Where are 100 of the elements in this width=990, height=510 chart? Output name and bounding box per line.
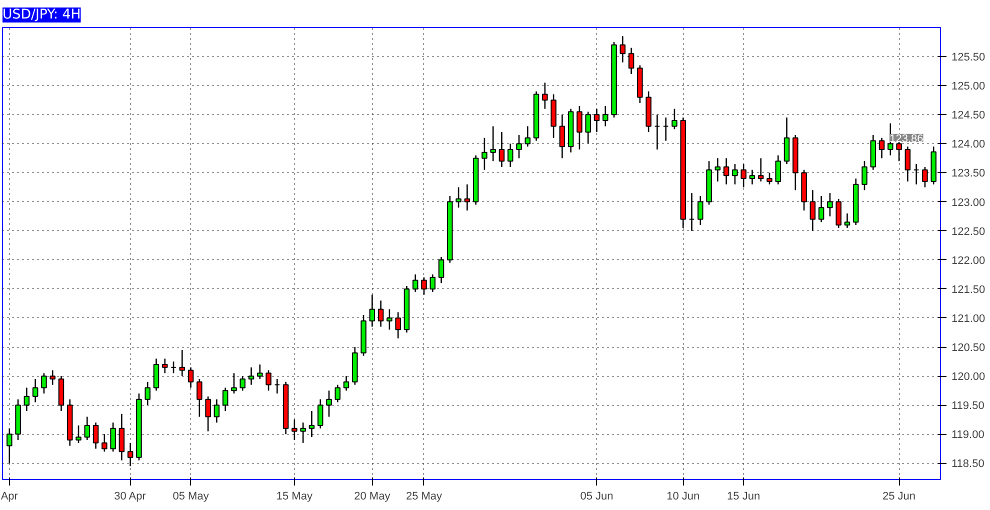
x-tick-label: 15 May <box>276 490 313 502</box>
candlestick <box>153 358 160 392</box>
candlestick <box>698 195 704 226</box>
candlestick <box>662 116 669 142</box>
candlestick <box>240 375 246 392</box>
candlestick <box>378 300 384 328</box>
y-tick-label: 120.00 <box>952 371 986 384</box>
candlestick <box>326 390 332 418</box>
candlestick <box>740 163 746 188</box>
candlestick <box>118 413 125 461</box>
candlestick <box>395 312 401 339</box>
y-tick-label: 121.50 <box>952 284 986 296</box>
candlestick <box>231 372 237 394</box>
candlestick <box>594 108 600 133</box>
x-tick-label: Apr <box>0 490 18 502</box>
candlestick <box>50 370 56 386</box>
candlestick <box>749 169 756 186</box>
candlestick <box>308 410 315 438</box>
candlestick <box>430 274 436 292</box>
candlestick <box>110 422 116 452</box>
candlestick <box>784 116 790 165</box>
candlestick <box>498 131 505 168</box>
candlestick <box>827 192 833 217</box>
candlestick <box>41 372 47 394</box>
candlestick <box>576 105 582 150</box>
candlestick <box>862 160 868 191</box>
candlestick <box>654 114 660 150</box>
candlestick <box>559 114 566 159</box>
candlestick <box>482 137 488 170</box>
candlestick <box>507 143 514 168</box>
candlestick <box>818 195 824 223</box>
candlestick <box>170 360 176 374</box>
candlestick <box>438 256 444 284</box>
chart-title: USD/JPY: 4H <box>2 8 81 22</box>
x-tick-label: 10 Jun <box>666 490 700 502</box>
y-tick-label: 122.00 <box>952 254 986 267</box>
candlestick <box>369 294 376 328</box>
y-tick-label: 119.50 <box>952 400 984 412</box>
candlestick <box>628 47 634 75</box>
x-tick-label: 15 Jun <box>727 490 760 502</box>
x-tick-label: 25 May <box>406 490 443 502</box>
x-tick-label: 05 Jun <box>580 490 614 502</box>
candlestick <box>456 186 462 208</box>
candlestick <box>878 137 885 159</box>
y-tick-label: 118.50 <box>952 458 984 470</box>
candlestick <box>76 424 82 444</box>
candlestick <box>464 184 470 212</box>
candlestick <box>602 105 608 127</box>
candlestick <box>775 154 781 186</box>
y-tick-label: 125.00 <box>952 80 986 93</box>
candlestick <box>836 198 842 229</box>
annotation: 123.86 <box>890 132 924 145</box>
candlestick <box>162 358 168 374</box>
candlestick <box>317 398 324 430</box>
candlestick <box>102 434 108 452</box>
candlestick <box>412 274 418 292</box>
candlestick <box>6 428 12 464</box>
candlestick <box>222 387 228 412</box>
candlestick <box>688 192 695 232</box>
candlestick <box>913 163 920 186</box>
candlestick <box>24 387 30 412</box>
candlestick <box>810 190 816 232</box>
candlestick <box>188 366 194 388</box>
candlestick <box>274 378 280 394</box>
candlestick <box>84 416 90 441</box>
candlestick <box>266 370 272 392</box>
candlestick <box>248 366 254 386</box>
candlestick <box>179 349 186 377</box>
y-tick-label: 124.50 <box>952 110 986 122</box>
candlestick <box>421 276 427 296</box>
candlestick <box>620 36 626 64</box>
y-tick-label: 125.50 <box>952 52 986 64</box>
candlestick <box>292 419 298 441</box>
candlestick <box>214 398 220 424</box>
y-tick-label: 122.50 <box>952 226 986 238</box>
candlestick <box>922 166 928 188</box>
candlestick <box>542 82 548 110</box>
candlestick <box>904 146 911 182</box>
candlestick <box>844 212 850 229</box>
y-tick-label: 123.00 <box>952 196 986 209</box>
candlestick <box>714 158 721 182</box>
candlestick <box>386 308 392 330</box>
x-tick-label: 30 Apr <box>114 490 146 502</box>
candlestick <box>524 126 531 148</box>
candlestick <box>766 172 772 186</box>
candlestick <box>490 126 496 162</box>
x-tick-label: 20 May <box>354 490 391 502</box>
x-tick-label: 05 May <box>172 490 210 502</box>
candlestick <box>92 422 99 450</box>
y-tick-label: 121.00 <box>952 312 986 325</box>
y-tick-label: 120.50 <box>952 342 986 354</box>
candlestick <box>300 422 306 444</box>
candlestick <box>257 364 263 380</box>
candlestick <box>516 134 522 159</box>
y-tick-label: 123.50 <box>952 168 986 180</box>
candlestick <box>32 378 38 403</box>
candlestick <box>334 384 340 403</box>
candlestick <box>723 158 730 186</box>
candlestick <box>196 378 202 418</box>
y-tick-label: 124.00 <box>952 138 986 151</box>
